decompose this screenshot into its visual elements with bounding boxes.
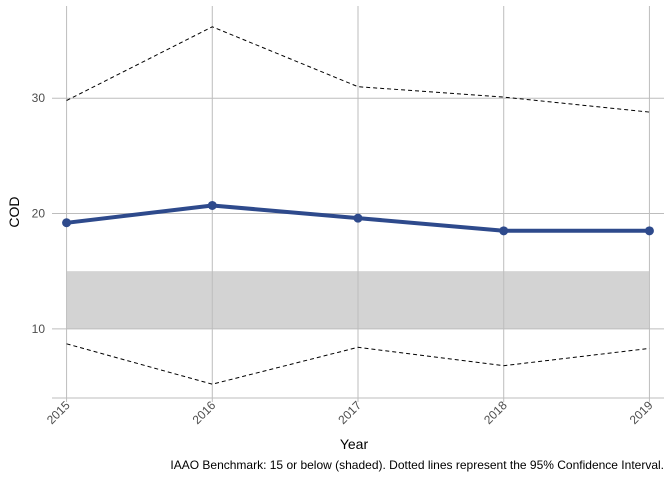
- x-tick-label-2017: 2017: [335, 398, 364, 427]
- series-layer: [62, 200, 654, 236]
- x-tick-label-2015: 2015: [44, 398, 73, 427]
- cod-point-2015: [62, 218, 72, 228]
- chart-caption: IAAO Benchmark: 15 or below (shaded). Do…: [170, 458, 664, 472]
- axis-layer: 10 20 30 2015 2016 2017 2018 2019: [32, 91, 664, 427]
- upper-ci-line: [66, 26, 650, 113]
- y-tick-label-30: 30: [32, 91, 46, 105]
- x-tick-label-2018: 2018: [481, 398, 510, 427]
- x-tick-label-2019: 2019: [627, 398, 656, 427]
- cod-point-2018: [499, 226, 509, 236]
- y-tick-label-10: 10: [32, 322, 46, 336]
- y-tick-label-20: 20: [32, 207, 46, 221]
- cod-point-2019: [644, 226, 654, 236]
- cod-point-2017: [353, 213, 363, 223]
- grid-layer: [52, 6, 664, 398]
- cod-point-2016: [207, 200, 217, 210]
- confidence-interval-layer: [66, 26, 650, 385]
- x-tick-label-2016: 2016: [190, 398, 219, 427]
- x-axis-title: Year: [340, 436, 369, 452]
- lower-ci-line: [66, 343, 650, 385]
- y-axis-title: COD: [6, 196, 22, 227]
